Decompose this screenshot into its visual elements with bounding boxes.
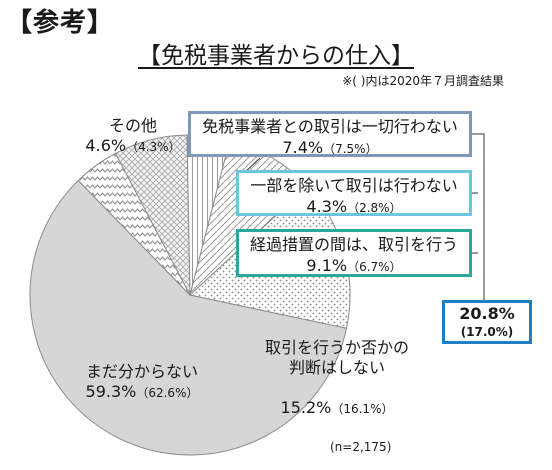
survey-note: ※( )内は2020年７月調査結果 [342, 74, 504, 88]
box-transitional-transaction: 経過措置の間は、取引を行う 9.1%（6.7%） [236, 229, 472, 277]
sample-size: (n=2,175) [330, 440, 392, 454]
header-label: 【参考】 [6, 8, 115, 38]
box-partial-no-transaction: 一部を除いて取引は行わない 4.3%（2.8%） [236, 170, 472, 216]
bracket-total [472, 133, 485, 315]
label-no-decision-name: 取引を行うか否かの 判断はしない [264, 338, 409, 377]
box-transitional-label: 経過措置の間は、取引を行う [249, 235, 458, 254]
slice-undecided [29, 179, 348, 456]
box-transitional-prev: （6.7%） [347, 260, 402, 274]
label-other-value: 4.6% [85, 136, 127, 155]
box-partial-label: 一部を除いて取引は行わない [250, 176, 458, 195]
label-undecided: まだ分からない 59.3%（62.6%） [62, 362, 222, 403]
label-other: その他 4.6%（4.3%） [78, 116, 188, 157]
total-prev: (17.0%) [460, 325, 514, 339]
label-undecided-prev: （62.6%） [136, 386, 199, 400]
total-value: 20.8% [459, 304, 515, 323]
label-undecided-value: 59.3% [85, 382, 137, 401]
box-no-transaction-prev: （7.5%） [323, 142, 378, 156]
label-no-decision-prev: （16.1%） [331, 402, 394, 416]
box-partial-prev: （2.8%） [347, 201, 402, 215]
label-no-decision-value: 15.2% [280, 398, 332, 417]
chart-title: 【免税事業者からの仕入】 [138, 43, 414, 69]
box-no-transaction: 免税事業者との取引は一切行わない 7.4%（7.5%） [188, 111, 472, 157]
box-no-transaction-label: 免税事業者との取引は一切行わない [202, 117, 458, 136]
box-partial-value: 4.3% [306, 197, 348, 216]
label-undecided-name: まだ分からない [85, 362, 198, 381]
label-other-prev: （4.3%） [126, 140, 181, 154]
total-box: 20.8% (17.0%) [442, 300, 532, 344]
label-other-name: その他 [108, 116, 157, 135]
label-no-decision: 取引を行うか否かの 判断はしない 15.2%（16.1%） [262, 318, 412, 439]
box-no-transaction-value: 7.4% [282, 138, 324, 157]
box-transitional-value: 9.1% [306, 256, 348, 275]
